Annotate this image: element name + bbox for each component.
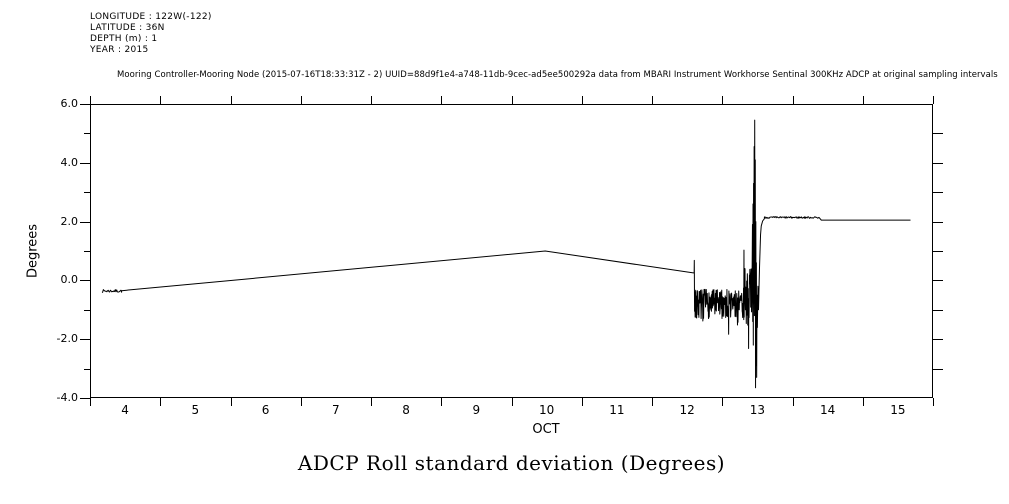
metadata-block: LONGITUDE : 122W(-122) LATITUDE : 36N DE… [90, 12, 212, 56]
y-tick-label: -2.0 [56, 332, 78, 346]
y-tick-label: -4.0 [56, 391, 78, 404]
y-tick-label: 2.0 [60, 214, 79, 228]
x-tick-label: 11 [609, 403, 625, 417]
data-series-line [101, 119, 911, 389]
metadata-year: YEAR : 2015 [90, 45, 149, 55]
x-tick-label: 10 [538, 403, 555, 417]
metadata-longitude: LONGITUDE : 122W(-122) [90, 12, 212, 22]
x-axis-label: OCT [532, 422, 560, 437]
x-tick-label: 4 [121, 403, 129, 417]
x-tick-label: 7 [332, 403, 340, 417]
x-tick-label: 5 [191, 403, 200, 417]
y-tick-label: 4.0 [60, 155, 79, 169]
x-tick-label: 9 [472, 403, 481, 417]
x-tick-label: 6 [261, 403, 270, 417]
x-tick-label: 8 [402, 403, 410, 417]
metadata-latitude: LATITUDE : 36N [90, 23, 165, 33]
chart-plot-svg [80, 96, 943, 406]
x-tick-label: 12 [679, 403, 695, 417]
y-axis-label: Degrees [25, 223, 41, 279]
chart-title: ADCP Roll standard deviation (Degrees) [297, 451, 726, 475]
y-tick-label: 0.0 [60, 273, 79, 287]
plot-frame [90, 104, 933, 398]
x-tick-label: 13 [749, 403, 766, 417]
x-tick-label: 14 [819, 403, 836, 417]
chart-area [80, 96, 943, 406]
y-tick-label: 6.0 [60, 97, 79, 110]
metadata-depth: DEPTH (m) : 1 [90, 34, 158, 44]
dataset-subtitle: Mooring Controller-Mooring Node (2015-07… [117, 70, 998, 80]
x-tick-label: 15 [890, 403, 906, 417]
